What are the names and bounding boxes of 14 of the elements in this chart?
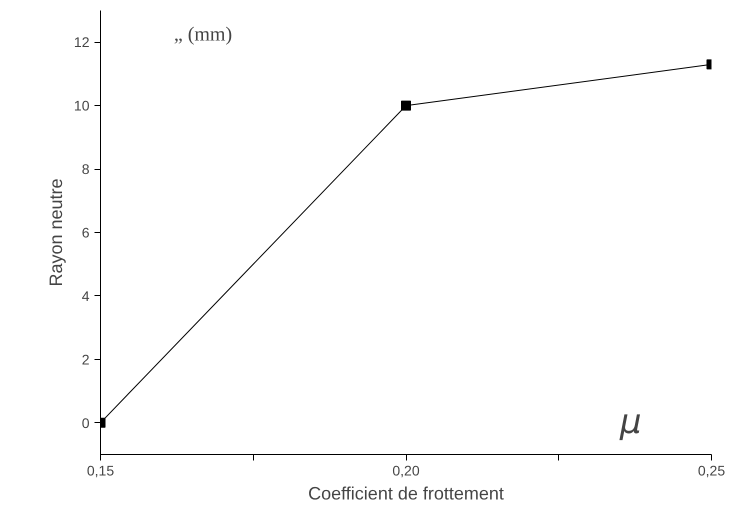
y-tick-label: 4 [82, 288, 90, 304]
y-axis-title: Rayon neutre [46, 178, 66, 287]
y-tick-label: 2 [82, 351, 90, 368]
y-tick-label: 0 [82, 414, 90, 431]
x-axis-title: Coefficient de frottement [308, 484, 504, 504]
y-tick-label: 8 [82, 161, 90, 178]
y-tick-label: 10 [74, 98, 90, 114]
x-tick-label: 0,25 [698, 462, 726, 478]
x-tick-label: 0,20 [392, 462, 420, 478]
annotation: μ [618, 402, 642, 442]
x-tick-label: 0,15 [86, 462, 114, 478]
y-tick-label: 6 [82, 224, 90, 240]
y-tick-label: 12 [74, 34, 90, 50]
annotation: „ (mm) [174, 23, 232, 46]
